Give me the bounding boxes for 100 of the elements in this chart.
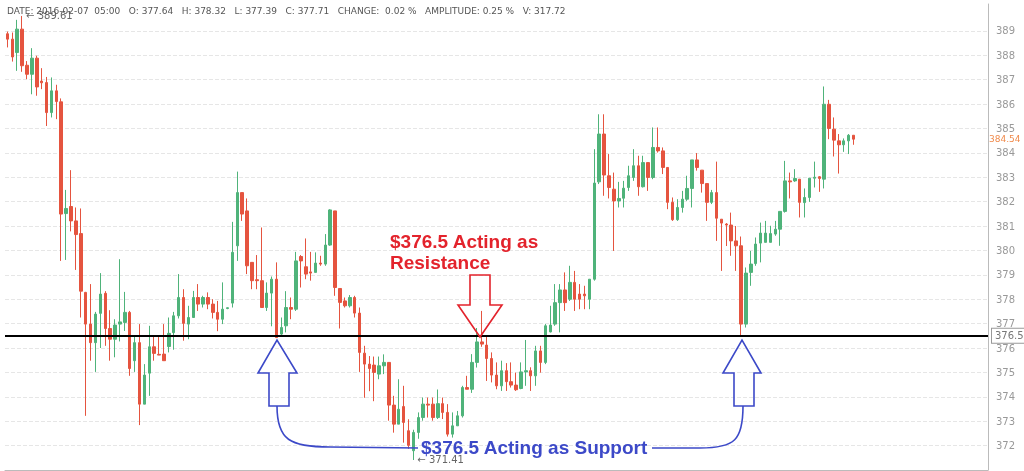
candlestick	[133, 335, 136, 373]
candlestick	[788, 172, 792, 199]
candlestick	[319, 255, 322, 267]
candlestick	[490, 351, 493, 383]
candlestick	[710, 189, 713, 205]
candlestick	[818, 175, 821, 193]
candlestick	[304, 237, 308, 280]
y-tick-label: 389	[996, 25, 1016, 37]
candlestick	[201, 295, 205, 309]
candlestick	[30, 47, 34, 95]
candlestick	[534, 345, 537, 387]
candlestick	[646, 162, 650, 192]
candlestick	[231, 221, 234, 309]
y-tick-label: 381	[996, 220, 1016, 232]
candlestick	[397, 378, 400, 425]
y-tick-label: 385	[996, 122, 1016, 134]
candlestick	[89, 283, 92, 362]
candlestick	[333, 210, 337, 297]
candlestick	[128, 310, 131, 377]
candlestick	[461, 385, 464, 419]
y-tick-label: 378	[996, 293, 1016, 305]
candlestick	[500, 360, 503, 392]
candlestick	[348, 294, 352, 309]
candlestick	[192, 290, 195, 319]
y-tick-label: 377	[996, 318, 1016, 330]
candlestick	[764, 220, 767, 243]
candlestick	[143, 363, 146, 405]
candlestick	[813, 161, 816, 188]
candlestick	[6, 31, 9, 48]
y-tick-label: 374	[996, 391, 1016, 403]
candlestick	[573, 270, 576, 312]
y-tick-label: 382	[996, 196, 1016, 208]
candlestick	[544, 323, 547, 365]
candlestick	[456, 410, 459, 427]
candlestick	[363, 345, 366, 399]
candlestick	[695, 152, 699, 172]
candlestick	[84, 291, 87, 417]
annotation: $376.5 Acting as Resistance	[390, 231, 540, 273]
candlestick	[715, 161, 718, 242]
candlestick	[196, 283, 200, 312]
y-tick-label: 375	[996, 366, 1016, 378]
candlestick	[353, 295, 356, 319]
candlestick	[152, 334, 156, 362]
candlestick	[182, 288, 185, 342]
candlestick	[759, 222, 762, 263]
candlestick	[822, 85, 826, 189]
candlestick	[35, 55, 39, 97]
candlestick	[612, 172, 616, 252]
candlestick	[568, 265, 572, 302]
candlestick	[451, 411, 454, 439]
candlestick	[148, 325, 151, 397]
candlestick	[578, 283, 581, 310]
candlestick	[294, 251, 298, 312]
candlestick	[15, 19, 19, 72]
candlestick	[412, 429, 415, 461]
candlestick	[402, 385, 405, 444]
candlestick	[798, 178, 801, 218]
candlestick	[275, 261, 278, 339]
candlestick	[495, 361, 498, 390]
candlestick	[265, 281, 268, 312]
candlestick	[50, 76, 53, 118]
candlestick	[270, 276, 273, 327]
candlestick	[529, 366, 532, 392]
candlestick	[617, 181, 621, 208]
candlestick	[632, 148, 635, 182]
candlestick	[358, 307, 361, 373]
candlestick	[299, 254, 303, 288]
y-tick-label: 383	[996, 171, 1016, 183]
candlestick	[372, 356, 376, 402]
candlestick	[64, 189, 68, 261]
candlestick	[676, 198, 679, 222]
candlestick	[221, 281, 224, 325]
candlestick	[441, 397, 444, 420]
candlestick	[99, 272, 102, 349]
candlestick	[637, 155, 640, 197]
candlestick	[314, 251, 317, 273]
y-tick-label: 384	[996, 147, 1016, 159]
candlestick	[226, 307, 229, 310]
candlestick	[280, 317, 283, 337]
candlestick	[563, 271, 567, 312]
candlestick	[11, 32, 14, 63]
candlestick	[94, 311, 97, 373]
candlestick	[842, 137, 845, 153]
ref-line-label: 376.5	[995, 330, 1024, 342]
y-tick-label: 372	[996, 440, 1016, 452]
candlestick	[627, 165, 630, 192]
candlestick	[651, 126, 655, 180]
candlestick	[720, 218, 723, 272]
candlestick	[289, 297, 293, 320]
candlestick	[539, 345, 542, 374]
candlestick	[284, 290, 288, 333]
candlestick	[436, 388, 440, 420]
candlestick	[808, 177, 811, 203]
y-tick-label: 376	[996, 342, 1016, 354]
candlestick	[167, 317, 171, 353]
candlestick	[407, 418, 410, 450]
y-tick-label: 380	[996, 244, 1016, 256]
candlestick	[588, 278, 591, 310]
candlestick	[446, 403, 449, 438]
y-tick-label: 379	[996, 269, 1016, 281]
